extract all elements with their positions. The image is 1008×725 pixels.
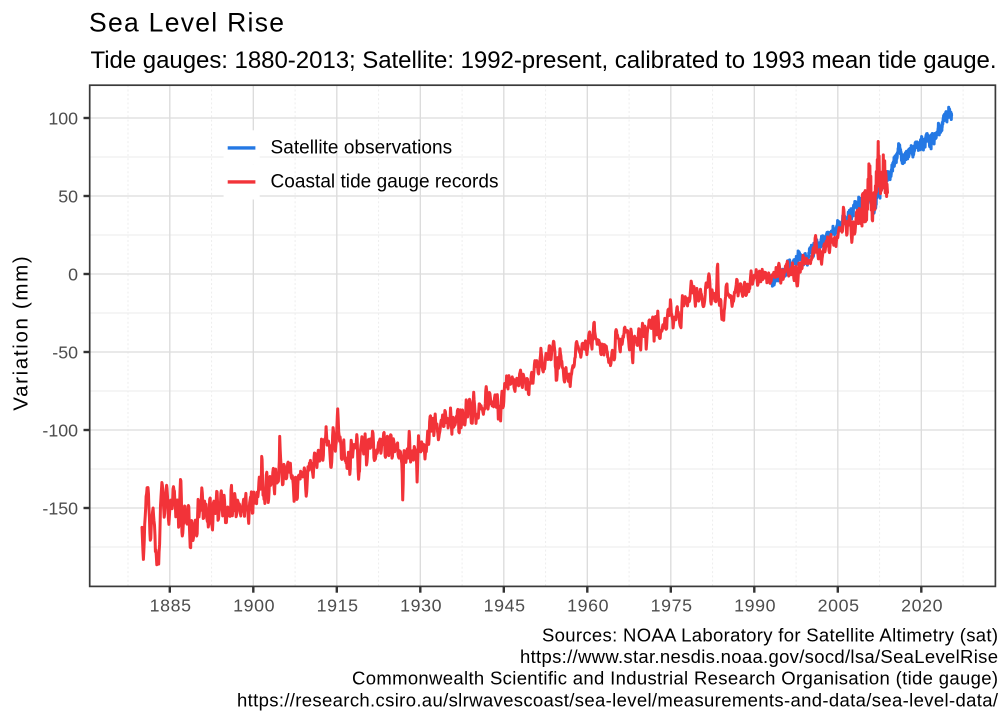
svg-text:Satellite observations: Satellite observations [271, 138, 453, 159]
svg-text:1945: 1945 [484, 596, 526, 616]
svg-text:2020: 2020 [901, 596, 943, 616]
svg-text:Commonwealth Scientific and In: Commonwealth Scientific and Industrial R… [352, 668, 998, 689]
svg-text:Variation (mm): Variation (mm) [10, 256, 33, 410]
svg-text:1930: 1930 [400, 596, 442, 616]
svg-text:Sea Level Rise: Sea Level Rise [89, 8, 284, 38]
svg-text:Coastal tide gauge records: Coastal tide gauge records [271, 172, 499, 193]
svg-text:50: 50 [58, 186, 78, 206]
svg-text:1900: 1900 [233, 596, 275, 616]
svg-text:1915: 1915 [317, 596, 359, 616]
svg-text:1885: 1885 [150, 596, 192, 616]
svg-text:1990: 1990 [734, 596, 776, 616]
svg-text:1975: 1975 [651, 596, 693, 616]
svg-text:0: 0 [68, 264, 78, 284]
svg-text:-50: -50 [52, 342, 78, 362]
svg-text:100: 100 [48, 108, 78, 128]
svg-text:https://research.csiro.au/slrw: https://research.csiro.au/slrwavescoast/… [237, 689, 999, 710]
svg-text:Sources: NOAA Laboratory for S: Sources: NOAA Laboratory for Satellite A… [542, 625, 998, 646]
svg-text:1960: 1960 [567, 596, 609, 616]
svg-text:Tide gauges: 1880-2013; Satell: Tide gauges: 1880-2013; Satellite: 1992-… [91, 47, 997, 74]
svg-text:-150: -150 [42, 498, 78, 518]
svg-text:2005: 2005 [818, 596, 860, 616]
svg-text:https://www.star.nesdis.noaa.g: https://www.star.nesdis.noaa.gov/socd/ls… [520, 646, 998, 667]
svg-text:-100: -100 [42, 420, 78, 440]
